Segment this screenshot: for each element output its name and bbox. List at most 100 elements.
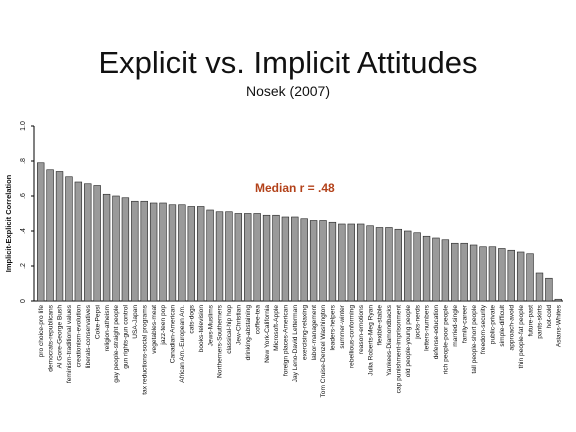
bar: [309, 220, 318, 302]
slide-subtitle: Nosek (2007): [245, 83, 331, 99]
category-label: drinking-abstaining: [245, 305, 252, 361]
category-label: Canadian-American: [170, 305, 177, 364]
category-label: flexible-stable: [377, 305, 384, 346]
category-label: leaders-helpers: [330, 304, 337, 350]
bar: [507, 249, 515, 302]
bar: [385, 227, 393, 302]
category-label: exercising-relaxing: [301, 305, 308, 360]
y-tick-label: 0: [20, 299, 27, 303]
bar: [84, 183, 92, 302]
bar: [37, 162, 45, 302]
bar: [545, 277, 553, 302]
y-tick-label: .2: [20, 263, 27, 269]
category-label: Microsoft-Apple: [273, 305, 280, 351]
bar: [291, 216, 299, 302]
bar: [319, 220, 327, 302]
median-annotation: Median r = .48: [255, 181, 335, 195]
bar: [74, 181, 83, 302]
slide-title: Explicit vs. Implicit Attitudes: [98, 45, 478, 80]
bar: [488, 246, 497, 302]
bar: [244, 213, 252, 302]
bar: [404, 230, 412, 302]
category-label: married-single: [452, 305, 459, 347]
bar: [102, 193, 111, 302]
bar: [225, 211, 233, 302]
category-label: vegetables-meat: [151, 305, 158, 354]
bar: [366, 225, 374, 302]
category-label: African Am.-European Am.: [179, 305, 186, 383]
category-label: USA-Japan: [132, 305, 139, 339]
bar: [347, 223, 355, 302]
category-label: books-television: [198, 305, 205, 353]
category-label: Coke-Pepsi: [94, 304, 101, 339]
bar: [121, 197, 130, 302]
category-label: jocks-nerds: [414, 304, 421, 339]
bar: [131, 200, 139, 302]
category-label: cap punishment-imprisonment: [396, 305, 403, 393]
bar: [178, 204, 186, 302]
category-label: tax reductions-social programs: [141, 304, 148, 394]
bar: [441, 239, 450, 302]
bar: [432, 237, 440, 302]
bar: [535, 272, 544, 302]
category-label: pro choice-pro life: [38, 305, 45, 358]
bar: [516, 251, 525, 302]
bar: [140, 200, 148, 302]
category-label: approach-avoid: [508, 305, 515, 351]
category-label: Julia Roberts-Meg Ryan: [367, 305, 374, 376]
category-label: liberals-conservatives: [85, 304, 92, 368]
bar: [338, 223, 346, 302]
y-tick-label: 1.0: [20, 121, 27, 131]
bar: [498, 248, 506, 302]
category-label: future-past: [527, 305, 534, 337]
category-label: Asians-Whites: [555, 304, 562, 347]
bar: [479, 246, 487, 302]
y-tick-label: .8: [20, 158, 27, 164]
category-label: religion-atheism: [104, 304, 111, 351]
bar: [55, 171, 64, 302]
y-tick-label: .6: [20, 193, 27, 199]
category-label: summer-winter: [339, 304, 346, 348]
bar: [328, 221, 337, 302]
bar: [93, 185, 101, 302]
bar: [206, 209, 214, 302]
category-label: foreign places-American: [283, 305, 290, 376]
category-label: Northerners-Southerners: [217, 304, 224, 378]
bar: [262, 214, 271, 302]
category-label: jazz-teen pop: [160, 305, 167, 346]
category-label: gun rights-gun control: [123, 304, 130, 368]
category-label: Tom Cruise-Denzel Washington: [320, 305, 327, 398]
category-label: feminism-traditional values: [66, 304, 73, 383]
bar: [65, 176, 73, 302]
bar: [394, 228, 403, 302]
category-label: Jews-Muslims: [207, 304, 214, 346]
bar: [272, 214, 280, 302]
category-label: Al Gore-George Bush: [57, 305, 64, 369]
category-label: Yankees-Diamondbacks: [386, 304, 393, 376]
category-label: tall people-short people: [471, 305, 478, 374]
category-label: labor-management: [311, 305, 318, 361]
category-label: democrats-republicans: [47, 304, 54, 371]
category-label: public-private: [490, 305, 497, 345]
category-label: Jay Leno-David Letterman: [292, 305, 299, 383]
bar: [422, 235, 431, 302]
category-label: family-career: [461, 304, 468, 343]
category-label: classical-hip hop: [226, 305, 233, 354]
bar: [413, 232, 421, 302]
bar: [375, 227, 384, 302]
category-label: cats-dogs: [188, 304, 195, 333]
y-axis-title: Implicit-Explicit Correlation: [4, 174, 13, 272]
bar: [554, 298, 562, 302]
category-label: letters-numbers: [424, 304, 431, 351]
bar: [281, 216, 290, 302]
category-label: old people-young people: [405, 305, 412, 378]
bar: [526, 253, 534, 302]
bar: [253, 213, 261, 302]
bar: [356, 223, 365, 302]
bar: [187, 206, 195, 302]
bar: [159, 202, 167, 302]
category-label: pants-skirts: [537, 304, 544, 338]
bar: [234, 213, 243, 302]
bar: [149, 202, 158, 302]
